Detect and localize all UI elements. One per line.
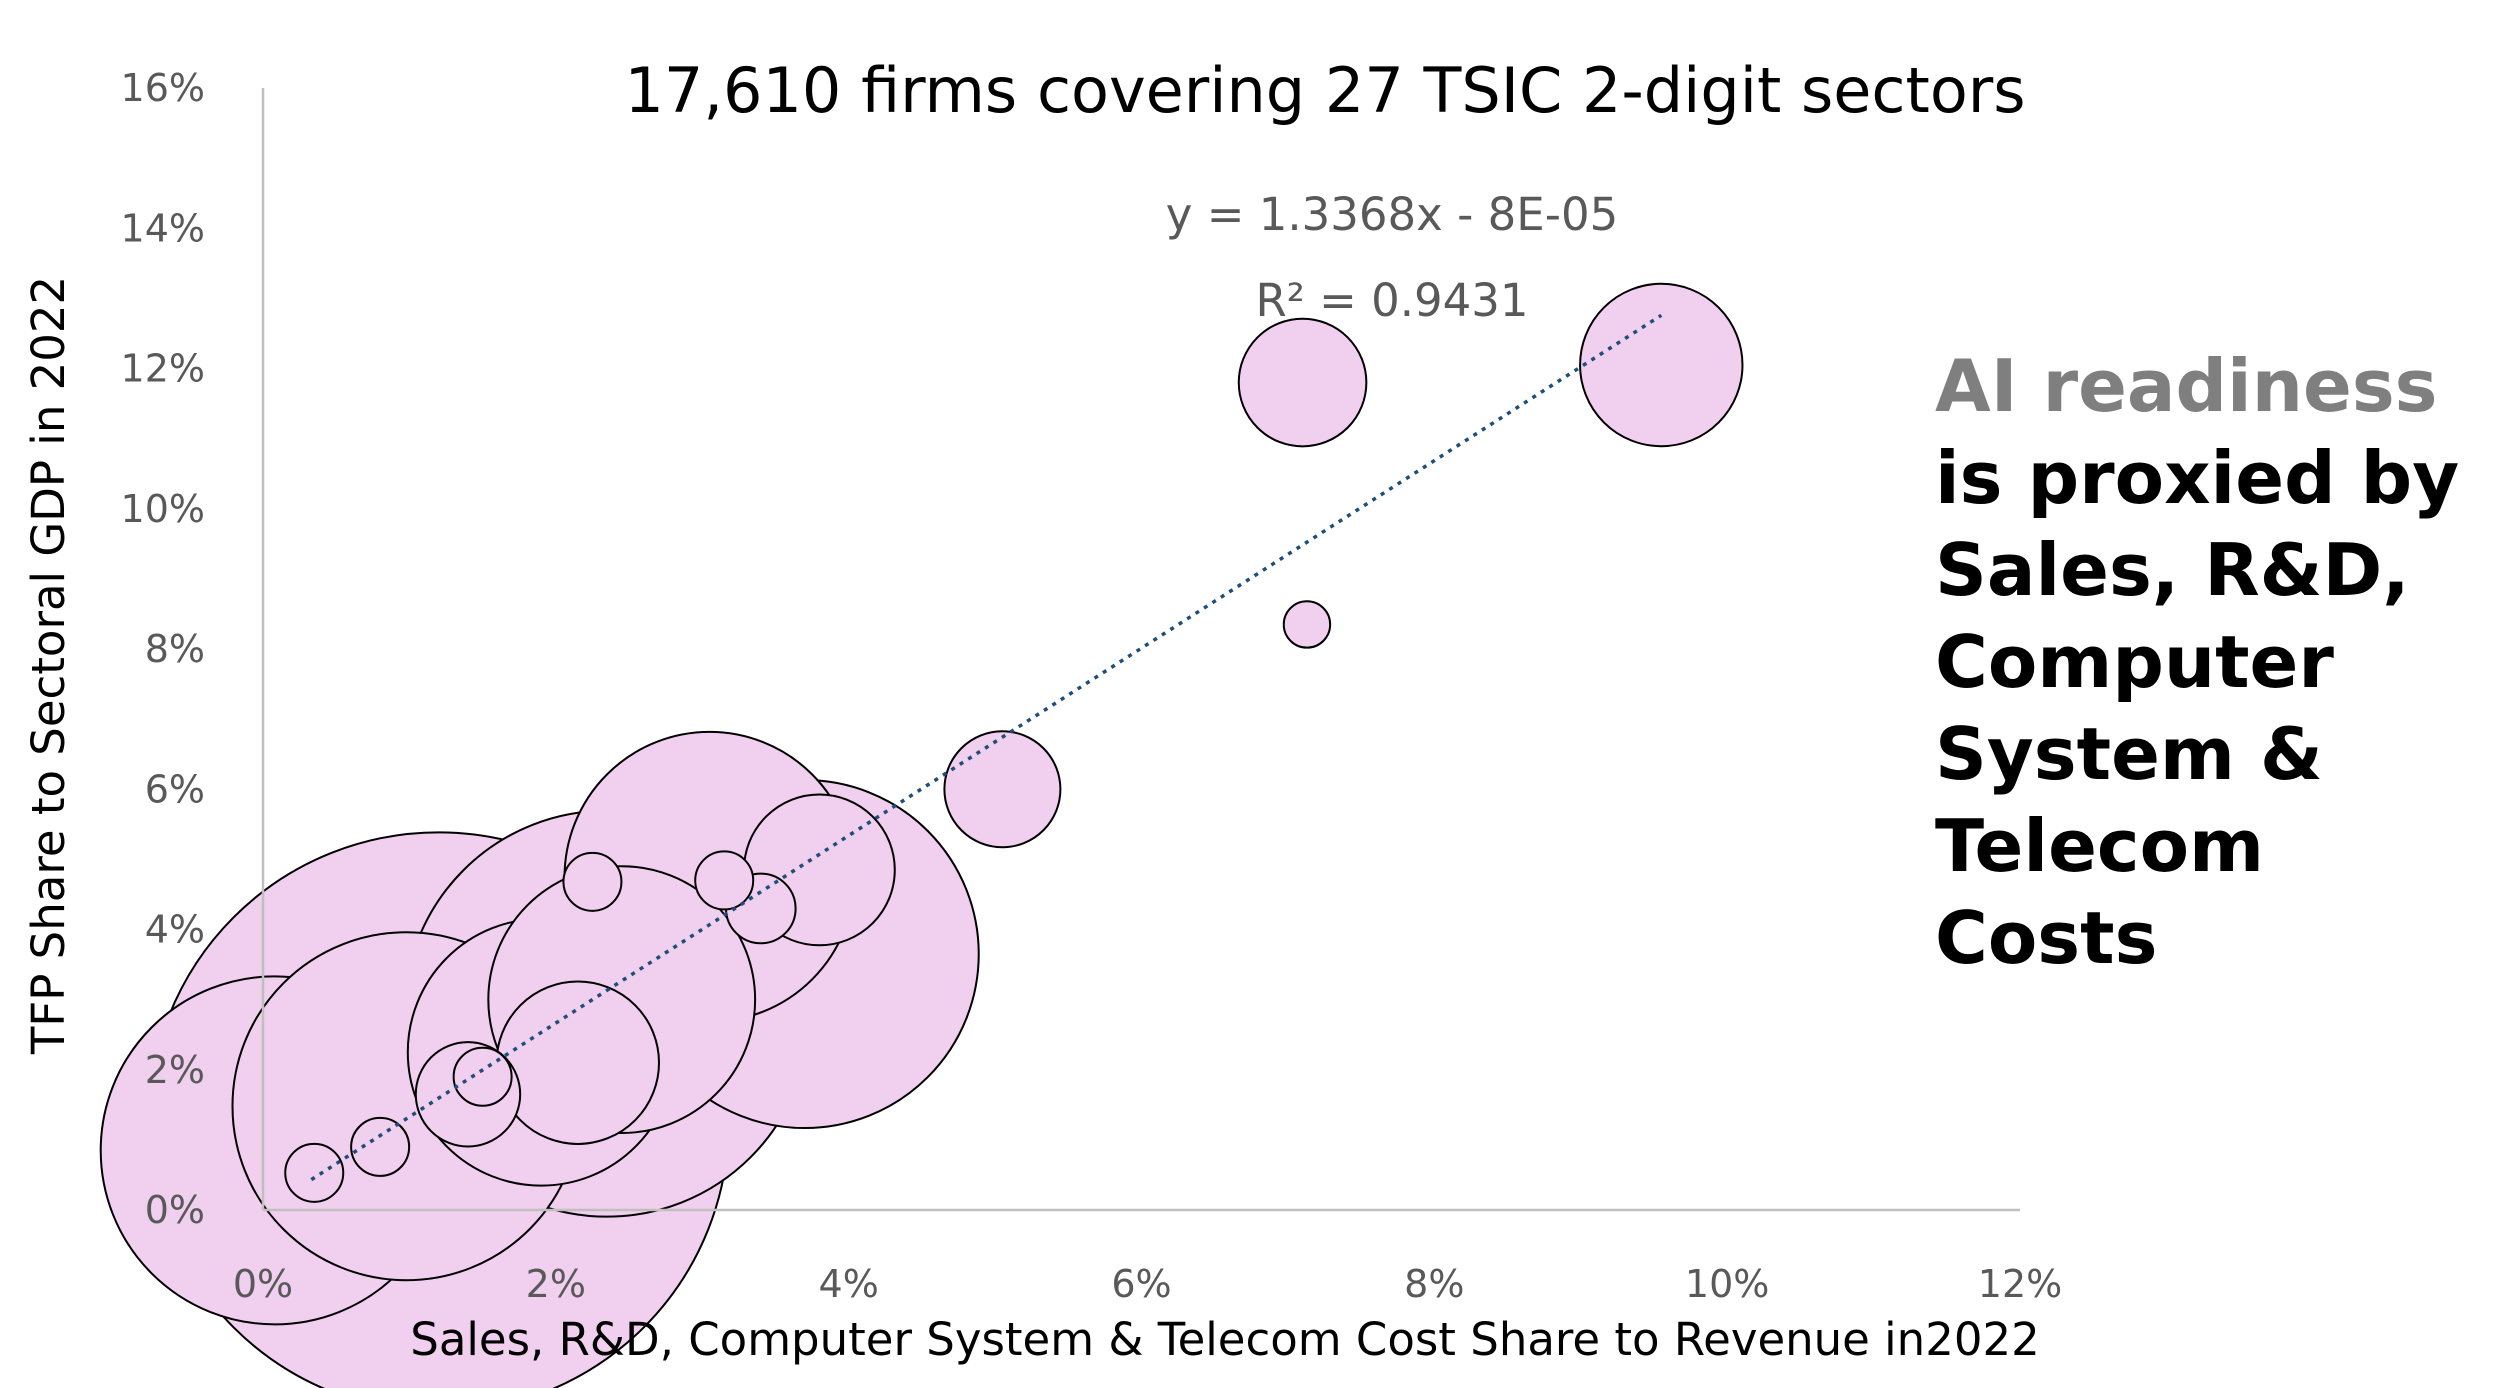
bubble-series [99,282,1744,1388]
y-tick-label: 10% [121,487,205,531]
y-axis-title: TFP Share to Sectoral GDP in 2022 [22,276,75,1055]
chart-title: 17,610 firms covering 27 TSIC 2-digit se… [624,54,2025,127]
x-tick-label: 4% [819,1262,879,1306]
x-tick-label: 2% [526,1262,586,1306]
y-tick-label: 4% [145,908,205,952]
bubble-point-21 [284,1142,345,1203]
trendline-equation: y = 1.3368x - 8E-05 [1166,188,1618,241]
bubble-point-9 [495,980,660,1145]
x-tick-label: 12% [1978,1262,2062,1306]
bubble-point-11 [943,730,1062,849]
y-tick-label: 0% [145,1188,205,1232]
bubble-point-20 [350,1116,411,1177]
y-tick-label: 6% [145,767,205,811]
bubble-point-17 [694,850,755,911]
bubble-point-13 [1237,317,1368,448]
ai-readiness-description: is proxied by Sales, R&D, Computer Syste… [1935,436,2460,980]
ai-readiness-highlight: AI readiness [1935,344,2438,428]
bubble-point-12 [1579,282,1744,448]
trendline [310,313,1663,1182]
x-tick-label: 6% [1111,1262,1171,1306]
bubble-point-18 [562,851,623,912]
x-tick-label: 0% [233,1262,293,1306]
bubble-point-15 [452,1046,513,1107]
trendline-r-squared: R² = 0.9431 [1255,274,1528,327]
ai-readiness-note: AI readiness is proxied by Sales, R&D, C… [1935,340,2475,984]
y-axis-ticks: 0% 2% 4% 6% 8% 10% 12% 14% 16% [121,66,205,1232]
y-tick-label: 8% [145,627,205,671]
y-tick-label: 12% [121,347,205,391]
y-tick-label: 2% [145,1048,205,1092]
y-tick-label: 16% [121,66,205,110]
x-tick-label: 10% [1685,1262,1769,1306]
x-axis-title: Sales, R&D, Computer System & Telecom Co… [410,1313,2039,1366]
y-tick-label: 14% [121,206,205,250]
x-tick-label: 8% [1404,1262,1464,1306]
x-axis-ticks: 0% 2% 4% 6% 8% 10% 12% [233,1262,2062,1306]
bubble-point-19 [1282,600,1332,649]
